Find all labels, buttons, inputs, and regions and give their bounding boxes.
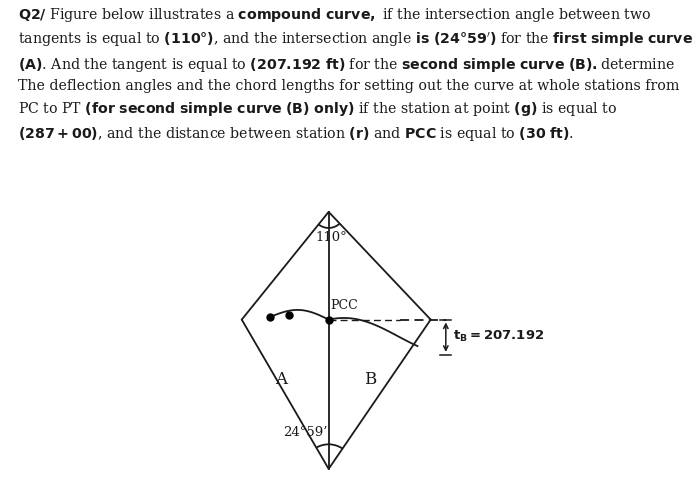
- Text: 110°: 110°: [316, 230, 348, 243]
- Text: PCC: PCC: [330, 299, 358, 312]
- Text: B: B: [364, 370, 377, 387]
- Text: $\mathbf{t_B = 207.192}$: $\mathbf{t_B = 207.192}$: [454, 328, 545, 343]
- Text: 24°59’: 24°59’: [283, 425, 328, 438]
- Text: $\bf{Q2/}$ Figure below illustrates a $\bf{compound\ curve,}$ if the intersectio: $\bf{Q2/}$ Figure below illustrates a $\…: [18, 6, 692, 143]
- Text: A: A: [275, 370, 288, 387]
